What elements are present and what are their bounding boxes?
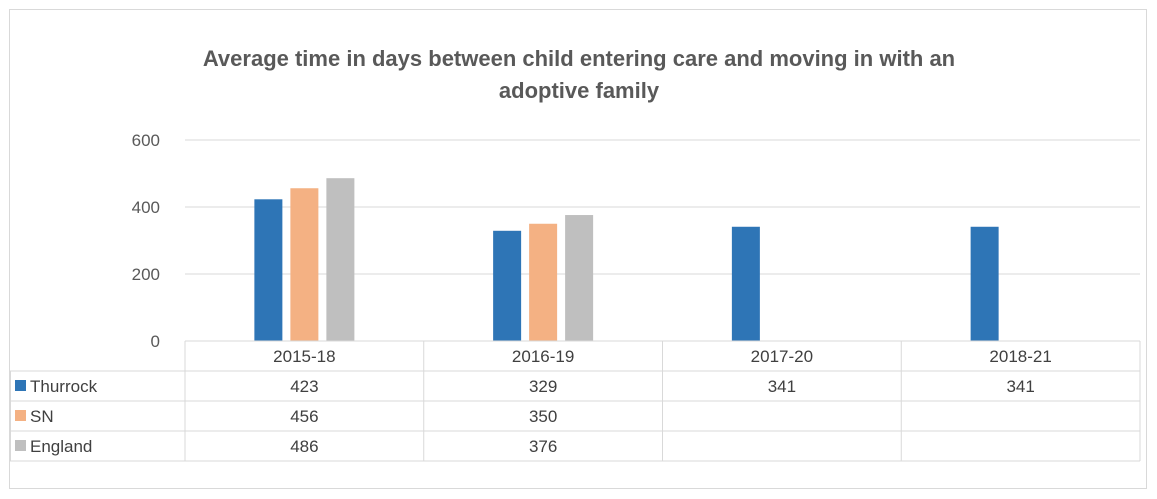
legend-key-england (15, 440, 26, 451)
bars (254, 178, 999, 341)
data-label-sn: 456 (290, 407, 318, 426)
y-tick-label: 600 (132, 131, 160, 150)
y-axis-ticks: 0 200 400 600 (132, 131, 160, 351)
category-label: 2017-20 (751, 347, 813, 366)
bar-thurrock-2015-18 (254, 199, 283, 341)
data-label-england: 486 (290, 437, 318, 456)
y-tick-label: 400 (132, 198, 160, 217)
chart-title-line-2: adoptive family (499, 78, 660, 103)
bar-thurrock-2017-20 (731, 226, 760, 341)
bar-england-2015-18 (326, 178, 355, 341)
data-label-thurrock: 341 (768, 377, 796, 396)
data-table: 2015-18 2016-19 2017-20 2018-21 Thurrock 423 3… (10, 340, 1141, 462)
data-label-sn: 350 (529, 407, 557, 426)
bar-sn-2015-18 (290, 188, 319, 341)
data-label-england: 376 (529, 437, 557, 456)
chart-frame: Average time in days between child enter… (9, 9, 1147, 489)
bar-thurrock-2018-21 (970, 226, 999, 341)
legend-label-thurrock: Thurrock (30, 377, 98, 396)
bar-england-2016-19 (565, 215, 594, 341)
y-tick-label: 200 (132, 265, 160, 284)
bar-thurrock-2016-19 (493, 230, 522, 341)
category-label: 2016-19 (512, 347, 574, 366)
bar-sn-2016-19 (529, 223, 558, 341)
data-label-thurrock: 329 (529, 377, 557, 396)
legend-key-thurrock (15, 380, 26, 391)
legend-label-england: England (30, 437, 92, 456)
y-tick-label: 0 (151, 332, 160, 351)
bar-chart: Average time in days between child enter… (10, 46, 1141, 462)
legend-key-sn (15, 410, 26, 421)
category-label: 2015-18 (273, 347, 335, 366)
chart-title: Average time in days between child enter… (203, 46, 955, 103)
chart-title-line-1: Average time in days between child enter… (203, 46, 955, 71)
legend-label-sn: SN (30, 407, 54, 426)
data-label-thurrock: 341 (1006, 377, 1034, 396)
data-label-thurrock: 423 (290, 377, 318, 396)
category-label: 2018-21 (989, 347, 1051, 366)
